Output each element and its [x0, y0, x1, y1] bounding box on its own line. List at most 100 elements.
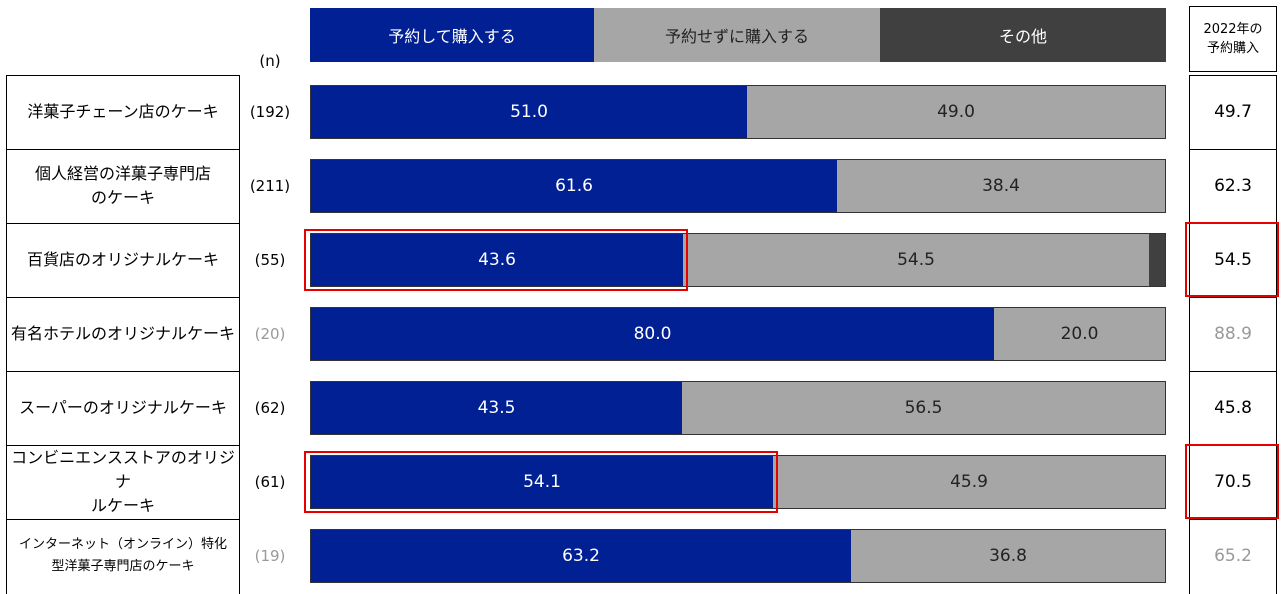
- category-label-text: 洋菓子チェーン店のケーキ: [27, 100, 218, 124]
- row-divider: [6, 223, 240, 224]
- prev-year-value: 45.8: [1214, 398, 1252, 418]
- sample-size: (62): [254, 399, 286, 417]
- bar-row: 63.2 36.8: [310, 529, 1166, 583]
- bar-segment-reserved: 54.1: [311, 456, 773, 508]
- highlight-box: [1185, 222, 1279, 297]
- highlight-box: [1185, 444, 1279, 519]
- sample-size: (192): [249, 103, 291, 121]
- sample-size: (211): [249, 177, 291, 195]
- bar-value-label: 54.1: [523, 472, 561, 492]
- bar-segment-not-reserved: 54.5: [683, 234, 1149, 286]
- bar-value-label: 43.6: [478, 250, 516, 270]
- bar-segment-not-reserved: 45.9: [773, 456, 1165, 508]
- legend-label: その他: [998, 27, 1047, 46]
- row-divider: [6, 371, 240, 372]
- category-label-line: インターネット（オンライン）特化: [18, 537, 227, 552]
- category-label-line: スーパーのオリジナルケーキ: [19, 398, 227, 417]
- category-label: スーパーのオリジナルケーキ: [6, 371, 240, 445]
- row-divider: [1189, 371, 1277, 372]
- category-label-line: ルケーキ: [90, 496, 155, 515]
- prev-year-value: 65.2: [1214, 546, 1252, 566]
- legend-label: 予約せずに購入する: [664, 27, 809, 46]
- category-label: コンビニエンスストアのオリジナルケーキ: [6, 445, 240, 519]
- prev-year-value: 62.3: [1214, 176, 1252, 196]
- bar-segment-not-reserved: 36.8: [851, 530, 1165, 582]
- row-divider: [6, 297, 240, 298]
- category-label-line: のケーキ: [90, 188, 155, 207]
- row-divider: [6, 519, 240, 520]
- highlight-box: [304, 229, 688, 291]
- category-label-text: コンビニエンスストアのオリジナルケーキ: [6, 446, 240, 518]
- category-label-text: スーパーのオリジナルケーキ: [19, 396, 227, 420]
- prev-year-column: [1189, 75, 1277, 594]
- n-column-header: (n): [259, 52, 281, 70]
- category-label-text: 個人経営の洋菓子専門店 のケーキ: [35, 162, 211, 210]
- row-divider: [1189, 297, 1277, 298]
- sample-size: (55): [254, 251, 286, 269]
- bar-value-label: 56.5: [904, 398, 943, 418]
- highlight-box: [304, 451, 778, 513]
- category-label-line: 個人経営の洋菓子専門店: [34, 164, 211, 183]
- legend-not-reserved: 予約せずに購入する: [594, 8, 880, 62]
- prev-year-header-line1: 2022年の: [1203, 22, 1263, 37]
- category-label-text: 有名ホテルのオリジナルケーキ: [11, 322, 235, 346]
- category-label-line: 有名ホテルのオリジナルケーキ: [10, 324, 235, 343]
- bar-segment-reserved: 61.6: [311, 160, 837, 212]
- sample-size: (20): [254, 325, 286, 343]
- category-label-text: インターネット（オンライン）特化 型洋菓子専門店のケーキ: [19, 534, 227, 578]
- bar-segment-reserved: 43.5: [311, 382, 682, 434]
- bar-value-label: 80.0: [633, 324, 672, 344]
- bar-segment-other: [1149, 234, 1165, 286]
- prev-year-value: 49.7: [1214, 102, 1252, 122]
- bar-row: 51.0 49.0: [310, 85, 1166, 139]
- category-label-column: [6, 75, 240, 594]
- category-label: 百貨店のオリジナルケーキ: [6, 223, 240, 297]
- bar-segment-not-reserved: 38.4: [837, 160, 1165, 212]
- bar-row: 43.5 56.5: [310, 381, 1166, 435]
- bar-row: 54.1 45.9: [310, 455, 1166, 509]
- prev-year-header: 2022年の 予約購入: [1189, 6, 1277, 72]
- row-divider: [1189, 149, 1277, 150]
- bar-value-label: 61.6: [555, 176, 593, 196]
- prev-year-value: 70.5: [1214, 472, 1252, 492]
- category-label-line: 洋菓子チェーン店のケーキ: [27, 102, 219, 121]
- prev-year-value: 54.5: [1214, 250, 1252, 270]
- category-label-line: 百貨店のオリジナルケーキ: [26, 250, 219, 269]
- sample-size: (19): [254, 547, 286, 565]
- bar-row: 43.6 54.5: [310, 233, 1166, 287]
- bar-segment-reserved: 51.0: [311, 86, 747, 138]
- category-label: 洋菓子チェーン店のケーキ: [6, 75, 240, 149]
- bar-row: 80.0 20.0: [310, 307, 1166, 361]
- bar-value-label: 54.5: [897, 250, 935, 270]
- bar-segment-reserved: 80.0: [311, 308, 994, 360]
- legend-label: 予約して購入する: [388, 27, 516, 46]
- bar-value-label: 38.4: [982, 176, 1020, 196]
- bar-segment-not-reserved: 49.0: [747, 86, 1165, 138]
- row-divider: [1189, 519, 1277, 520]
- bar-value-label: 51.0: [510, 102, 548, 122]
- category-label-line: 型洋菓子専門店のケーキ: [51, 559, 195, 574]
- bar-row: 61.6 38.4: [310, 159, 1166, 213]
- row-divider: [6, 445, 240, 446]
- category-label: インターネット（オンライン）特化 型洋菓子専門店のケーキ: [6, 519, 240, 593]
- legend-reserved: 予約して購入する: [310, 8, 594, 62]
- bar-value-label: 43.5: [477, 398, 516, 418]
- bar-value-label: 45.9: [950, 472, 988, 492]
- legend-other: その他: [880, 8, 1166, 62]
- category-label-text: 百貨店のオリジナルケーキ: [27, 248, 219, 272]
- category-label-line: コンビニエンスストアのオリジナ: [11, 448, 235, 491]
- bar-segment-not-reserved: 56.5: [682, 382, 1165, 434]
- prev-year-header-line2: 予約購入: [1206, 41, 1259, 56]
- bar-value-label: 63.2: [562, 546, 600, 566]
- sample-size: (61): [254, 473, 286, 491]
- bar-value-label: 36.8: [989, 546, 1027, 566]
- prev-year-value: 88.9: [1214, 324, 1252, 344]
- bar-segment-not-reserved: 20.0: [994, 308, 1165, 360]
- category-label: 個人経営の洋菓子専門店 のケーキ: [6, 149, 240, 223]
- bar-value-label: 20.0: [1060, 324, 1099, 344]
- category-label: 有名ホテルのオリジナルケーキ: [6, 297, 240, 371]
- bar-value-label: 49.0: [937, 102, 975, 122]
- bar-segment-reserved: 43.6: [311, 234, 683, 286]
- bar-segment-reserved: 63.2: [311, 530, 851, 582]
- row-divider: [6, 149, 240, 150]
